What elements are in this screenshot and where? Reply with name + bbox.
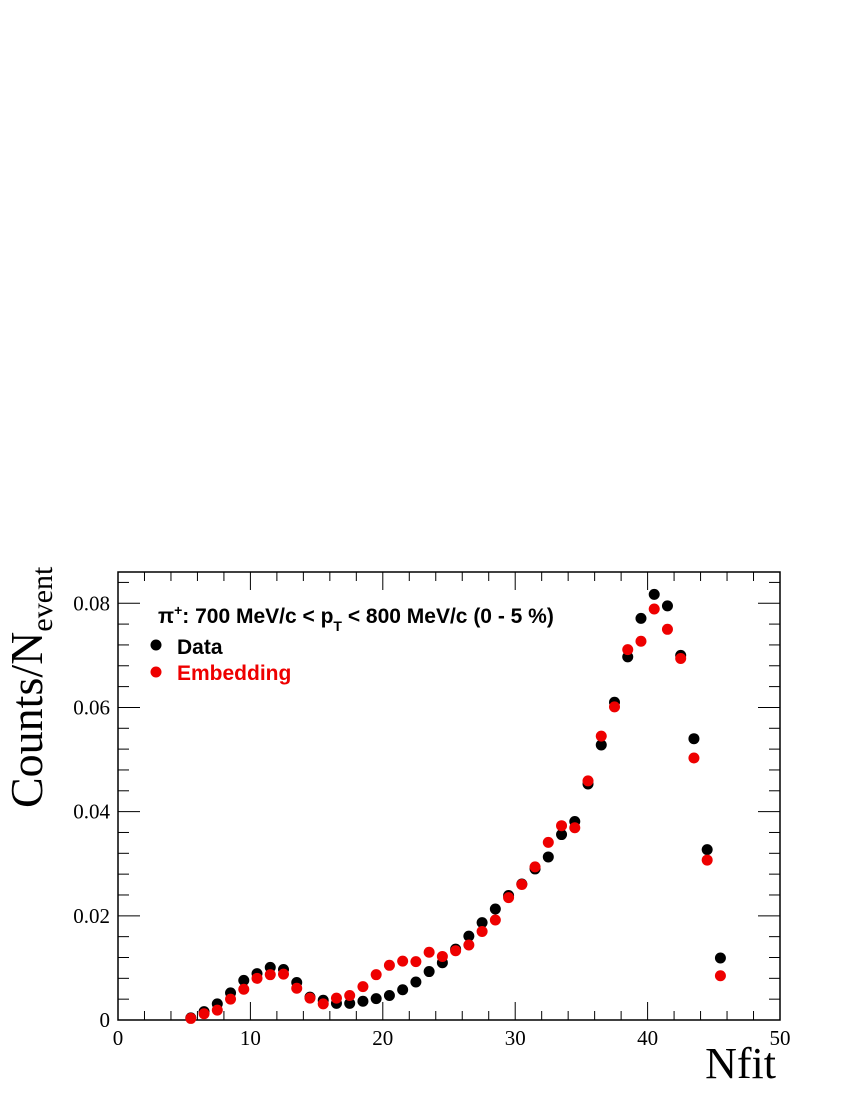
data-point bbox=[463, 930, 475, 942]
data-point bbox=[701, 854, 713, 866]
data-point bbox=[476, 925, 488, 937]
data-point bbox=[238, 983, 250, 995]
legend-marker-embedding bbox=[150, 666, 162, 678]
legend-label-data: Data bbox=[177, 636, 223, 659]
data-point bbox=[542, 836, 554, 848]
data-point bbox=[330, 992, 342, 1004]
data-point bbox=[648, 588, 660, 600]
axis-ticks bbox=[117, 572, 781, 1021]
data-point bbox=[264, 969, 276, 981]
data-point bbox=[383, 990, 395, 1002]
y-axis-label: Counts/Nevent bbox=[1, 566, 59, 808]
data-point bbox=[211, 1004, 223, 1016]
series-embedding bbox=[185, 603, 726, 1024]
data-point bbox=[661, 600, 673, 612]
data-point bbox=[701, 844, 713, 856]
y-tick-label: 0.04 bbox=[73, 800, 110, 824]
plot-frame bbox=[117, 571, 781, 1021]
data-point bbox=[714, 970, 726, 982]
data-point bbox=[503, 892, 515, 904]
data-point bbox=[489, 903, 501, 915]
series-data bbox=[185, 588, 726, 1024]
data-point bbox=[370, 969, 382, 981]
data-point bbox=[635, 635, 647, 647]
data-point bbox=[423, 966, 435, 978]
data-point bbox=[357, 995, 369, 1007]
series-layer bbox=[185, 588, 726, 1024]
y-tick-label: 0 bbox=[100, 1008, 111, 1032]
legend-label-embedding: Embedding bbox=[177, 662, 291, 685]
data-point bbox=[383, 959, 395, 971]
data-point bbox=[423, 946, 435, 958]
x-axis-label: Nfit bbox=[705, 1039, 776, 1088]
data-point bbox=[238, 974, 250, 986]
legend: Data Embedding bbox=[150, 636, 291, 685]
data-point bbox=[675, 652, 687, 664]
x-tick-label: 30 bbox=[505, 1026, 526, 1050]
data-point bbox=[225, 993, 237, 1005]
data-point bbox=[556, 820, 568, 832]
data-point bbox=[370, 993, 382, 1005]
data-point bbox=[410, 956, 422, 968]
data-point bbox=[251, 972, 263, 984]
data-point bbox=[622, 644, 634, 656]
data-point bbox=[304, 992, 316, 1004]
y-tick-label: 0.06 bbox=[73, 695, 110, 719]
x-tick-label: 0 bbox=[113, 1026, 124, 1050]
data-point bbox=[556, 829, 568, 841]
data-point bbox=[582, 775, 594, 787]
data-point bbox=[542, 851, 554, 863]
data-point bbox=[397, 984, 409, 996]
x-tick-label: 20 bbox=[372, 1026, 393, 1050]
data-point bbox=[397, 955, 409, 967]
x-tick-label: 50 bbox=[770, 1026, 791, 1050]
data-point bbox=[317, 998, 329, 1010]
data-point bbox=[344, 990, 356, 1002]
data-point bbox=[489, 914, 501, 926]
x-tick-label: 40 bbox=[637, 1026, 658, 1050]
data-point bbox=[595, 730, 607, 742]
y-tick-label: 0.02 bbox=[73, 904, 110, 928]
data-point bbox=[185, 1012, 197, 1024]
data-point bbox=[357, 981, 369, 993]
data-point bbox=[410, 976, 422, 988]
data-point bbox=[688, 752, 700, 764]
data-point bbox=[476, 917, 488, 929]
data-point bbox=[463, 939, 475, 951]
data-point bbox=[609, 701, 620, 713]
data-point bbox=[436, 950, 448, 962]
data-point bbox=[291, 982, 303, 994]
data-point bbox=[635, 612, 647, 624]
data-point bbox=[278, 968, 289, 980]
data-point bbox=[648, 603, 660, 615]
data-point bbox=[344, 997, 356, 1009]
chart-annotation: π+: 700 MeV/c < pT < 800 MeV/c (0 - 5 %) bbox=[158, 602, 554, 634]
data-point bbox=[516, 879, 528, 891]
axis-tick-labels: 0 10 20 30 40 50 0 0.02 0.04 0.06 0.08 bbox=[73, 591, 790, 1050]
y-tick-label: 0.08 bbox=[73, 591, 110, 615]
data-point bbox=[688, 733, 700, 745]
data-point bbox=[661, 623, 673, 635]
legend-marker-data bbox=[150, 639, 162, 651]
data-point bbox=[198, 1008, 210, 1020]
data-point bbox=[714, 952, 726, 964]
data-point bbox=[569, 822, 581, 834]
data-point bbox=[529, 861, 541, 873]
data-point bbox=[450, 945, 462, 957]
data-point bbox=[595, 739, 607, 751]
x-tick-label: 10 bbox=[240, 1026, 261, 1050]
